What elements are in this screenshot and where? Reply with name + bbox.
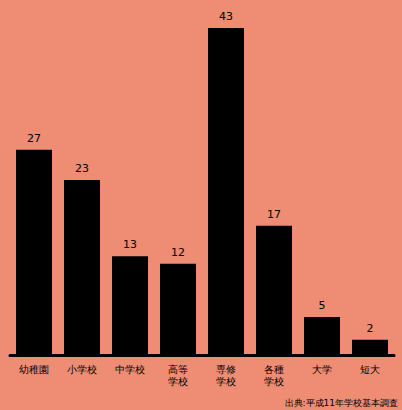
svg-text:各種: 各種 bbox=[264, 364, 284, 375]
svg-text:大学: 大学 bbox=[312, 364, 332, 375]
svg-text:専修: 専修 bbox=[216, 364, 236, 375]
svg-text:短大: 短大 bbox=[360, 364, 380, 375]
svg-text:43: 43 bbox=[219, 10, 233, 23]
svg-text:小学校: 小学校 bbox=[67, 364, 97, 375]
svg-text:5: 5 bbox=[319, 299, 326, 312]
svg-text:27: 27 bbox=[27, 132, 41, 145]
svg-text:出典:平成11年学校基本調査: 出典:平成11年学校基本調査 bbox=[285, 398, 398, 408]
svg-text:中学校: 中学校 bbox=[115, 364, 145, 375]
svg-text:2: 2 bbox=[367, 322, 374, 335]
svg-text:学校: 学校 bbox=[216, 376, 236, 387]
svg-text:幼稚園: 幼稚園 bbox=[19, 364, 49, 375]
svg-text:13: 13 bbox=[123, 238, 137, 251]
svg-text:23: 23 bbox=[75, 162, 89, 175]
svg-text:学校: 学校 bbox=[168, 376, 188, 387]
svg-text:高等: 高等 bbox=[168, 364, 188, 375]
svg-text:学校: 学校 bbox=[264, 376, 284, 387]
svg-text:17: 17 bbox=[267, 208, 281, 221]
svg-text:12: 12 bbox=[171, 246, 185, 259]
